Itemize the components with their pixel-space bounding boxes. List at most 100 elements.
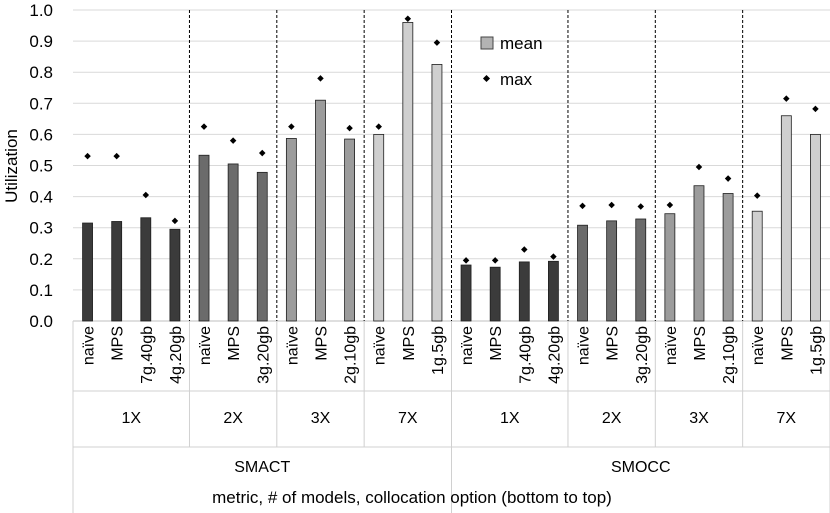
x-category-label: MPS <box>605 326 622 361</box>
legend-mean-label: mean <box>500 34 543 53</box>
metric-label: SMACT <box>234 459 290 476</box>
legend: mean max <box>480 34 543 89</box>
x-category-label: naïve <box>284 326 301 365</box>
x-category-label: naïve <box>372 326 389 365</box>
max-marker <box>84 152 91 160</box>
max-marker <box>783 95 790 102</box>
mean-bar <box>227 163 239 322</box>
max-marker <box>171 217 179 225</box>
mean-bar <box>198 154 210 322</box>
x-category-labels: naïve MPS 7g.40gb 4g.20gb 1X naïve MPS 3g.20gb 2… <box>81 326 826 476</box>
max-marker <box>637 203 645 210</box>
y-tick-label: 0.5 <box>29 157 53 176</box>
max-marker <box>142 191 150 199</box>
max-marker <box>579 202 586 210</box>
x-category-label: 2g.10gb <box>343 326 360 384</box>
mean-bar <box>373 133 385 322</box>
group-label: 1X <box>121 410 141 427</box>
mean-bar <box>256 171 268 322</box>
x-category-label: MPS <box>488 326 505 361</box>
mean-bar <box>285 138 297 322</box>
x-category-label: 7g.40gb <box>139 326 156 384</box>
mean-bar <box>693 185 705 322</box>
x-category-label: 1g.5gb <box>430 326 447 375</box>
legend-mean-swatch <box>480 36 494 50</box>
group-label: 7X <box>398 410 418 427</box>
x-category-label: 2g.10gb <box>721 326 738 384</box>
mean-bar <box>489 266 501 322</box>
max-marker <box>433 39 441 46</box>
mean-bar <box>402 22 414 322</box>
y-tick-label: 0.4 <box>29 188 53 207</box>
mean-bar <box>635 218 647 322</box>
max-marker <box>550 253 557 260</box>
group-label: 1X <box>500 410 520 427</box>
max-marker <box>258 149 266 157</box>
legend-max-label: max <box>500 70 533 89</box>
x-category-label: MPS <box>110 326 127 361</box>
y-tick-labels: 0.0 0.1 0.2 0.3 0.4 0.5 0.6 0.7 0.8 0.9 1.0 <box>29 1 53 331</box>
x-category-label: 4g.20gb <box>546 326 563 384</box>
max-marker <box>695 163 703 171</box>
y-tick-label: 0.8 <box>29 63 53 82</box>
mean-bar <box>606 220 618 322</box>
mean-bar <box>548 260 559 322</box>
max-marker <box>288 123 295 130</box>
x-category-label: naïve <box>576 326 593 365</box>
mean-bar <box>140 217 152 322</box>
y-tick-label: 0.2 <box>29 250 53 269</box>
max-marker <box>346 124 353 132</box>
mean-bar <box>111 221 123 322</box>
mean-bar <box>810 133 821 322</box>
x-category-label: MPS <box>779 326 796 361</box>
x-category-label: naïve <box>459 326 476 365</box>
max-marker <box>317 75 324 82</box>
max-marker <box>491 257 499 264</box>
y-tick-label: 0.6 <box>29 125 53 144</box>
max-marker <box>229 137 237 144</box>
x-category-label: MPS <box>313 326 330 361</box>
mean-bar <box>577 224 588 322</box>
mean-bar <box>722 193 734 322</box>
max-marker <box>200 123 208 130</box>
max-marker <box>462 257 470 264</box>
group-label: 3X <box>311 410 331 427</box>
x-category-label: MPS <box>401 326 418 361</box>
mean-bar <box>518 261 530 322</box>
group-label: 3X <box>689 410 709 427</box>
x-category-label: 4g.20gb <box>168 326 185 384</box>
max-marker <box>608 201 615 209</box>
max-marker <box>812 105 819 113</box>
max-marker <box>724 175 732 182</box>
mean-bar <box>780 115 792 322</box>
x-category-label: naïve <box>81 326 98 365</box>
group-label: 7X <box>777 410 797 427</box>
x-axis-title: metric, # of models, collocation option … <box>212 488 612 507</box>
x-category-label: naïve <box>663 326 680 365</box>
metric-label: SMOCC <box>611 459 671 476</box>
max-marker <box>113 152 120 160</box>
x-category-label: 1g.5gb <box>808 326 825 375</box>
y-tick-label: 0.7 <box>29 94 53 113</box>
y-axis-title: Utilization <box>2 129 21 203</box>
legend-max-marker <box>482 74 491 83</box>
mean-bar <box>344 138 355 322</box>
y-tick-label: 0.3 <box>29 219 53 238</box>
y-tick-label: 1.0 <box>29 1 53 20</box>
max-marker <box>753 192 761 199</box>
max-marker <box>404 15 412 22</box>
x-category-label: MPS <box>226 326 243 361</box>
x-category-label: naïve <box>750 326 767 365</box>
x-category-label: 3g.20gb <box>255 326 272 384</box>
mean-bar <box>751 210 763 322</box>
mean-bar <box>82 222 93 322</box>
mean-bar <box>431 64 443 322</box>
mean-bar <box>664 213 676 322</box>
mean-bars <box>82 22 821 322</box>
group-dividers <box>188 10 744 321</box>
y-tick-label: 0.0 <box>29 312 53 331</box>
max-marker <box>521 246 528 253</box>
mean-bar <box>169 228 181 322</box>
y-tick-label: 0.1 <box>29 281 53 300</box>
